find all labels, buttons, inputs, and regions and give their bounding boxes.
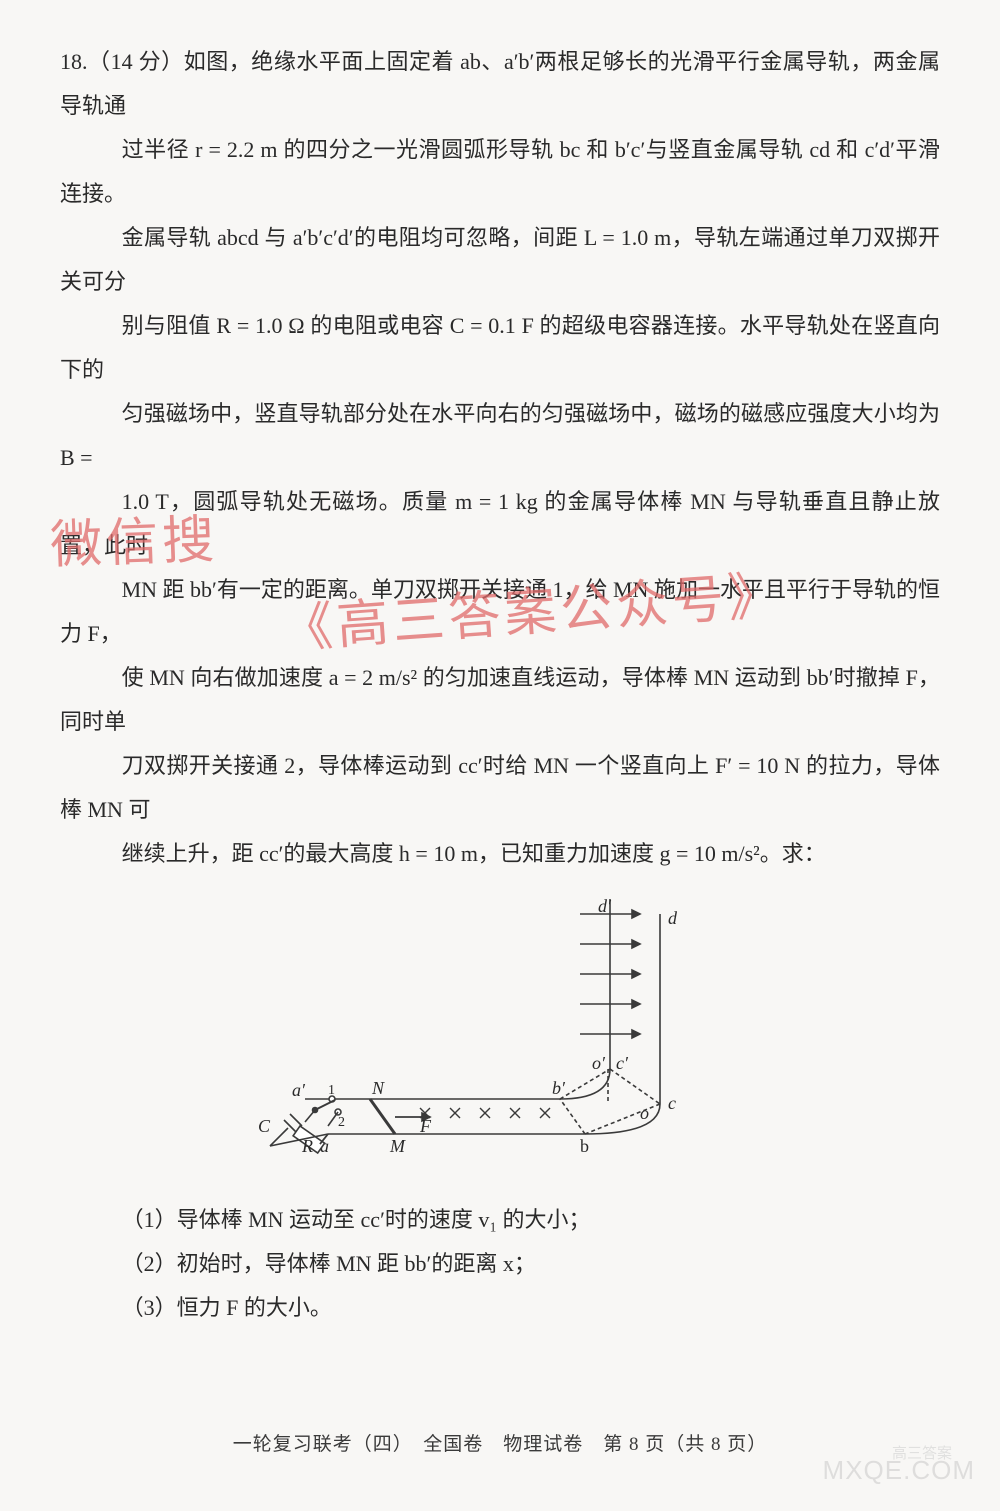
switch-blade — [315, 1100, 335, 1110]
label-n: N — [371, 1078, 385, 1098]
label-f: F — [419, 1116, 432, 1136]
vertical-field-crosses — [420, 1108, 550, 1118]
capacitor-plate-1 — [290, 1114, 302, 1126]
label-o-prime: o′ — [592, 1053, 606, 1073]
problem-line-3: 金属导轨 abcd 与 a′b′c′d′的电阻均可忽略，间距 L = 1.0 m… — [60, 216, 940, 304]
label-d: d — [668, 908, 678, 928]
page-footer: 一轮复习联考（四） 全国卷 物理试卷 第 8 页（共 8 页） — [60, 1429, 940, 1456]
label-m: M — [389, 1136, 406, 1156]
problem-line-1: 18.（14 分）如图，绝缘水平面上固定着 ab、a′b′两根足够长的光滑平行金… — [60, 40, 940, 128]
diagram-container: d′ d a′ a b′ b N — [60, 894, 940, 1184]
corner-mark: MXQE.COM — [823, 1455, 975, 1486]
problem-line-6: 1.0 T，圆弧导轨处无磁场。质量 m = 1 kg 的金属导体棒 MN 与导轨… — [60, 480, 940, 568]
problem-line-4: 别与阻值 R = 1.0 Ω 的电阻或电容 C = 0.1 F 的超级电容器连接… — [60, 304, 940, 392]
problem-line-5: 匀强磁场中，竖直导轨部分处在水平向右的匀强磁场中，磁场的磁感应强度大小均为 B … — [60, 392, 940, 480]
question-1: （1）导体棒 MN 运动至 cc′时的速度 v₁ 的大小； — [60, 1198, 940, 1242]
problem-line-8: 使 MN 向右做加速度 a = 2 m/s² 的匀加速直线运动，导体棒 MN 运… — [60, 656, 940, 744]
label-b: b — [580, 1136, 589, 1156]
label-switch-1: 1 — [328, 1083, 335, 1098]
problem-line-2: 过半径 r = 2.2 m 的四分之一光滑圆弧形导轨 bc 和 b′c′与竖直金… — [60, 128, 940, 216]
problem-l1: 如图，绝缘水平面上固定着 ab、a′b′两根足够长的光滑平行金属导轨，两金属导轨… — [60, 49, 940, 118]
label-c-prime: c′ — [616, 1053, 629, 1073]
problem-line-7: MN 距 bb′有一定的距离。单刀双掷开关接通 1，给 MN 施加一水平且平行于… — [60, 568, 940, 656]
question-2: （2）初始时，导体棒 MN 距 bb′的距离 x； — [60, 1242, 940, 1286]
questions-block: （1）导体棒 MN 运动至 cc′时的速度 v₁ 的大小； （2）初始时，导体棒… — [60, 1198, 940, 1330]
rod-mn — [370, 1099, 395, 1134]
question-3: （3）恒力 F 的大小。 — [60, 1286, 940, 1330]
label-b-prime: b′ — [552, 1078, 566, 1098]
label-a-prime: a′ — [292, 1080, 306, 1100]
problem-line-10: 继续上升，距 cc′的最大高度 h = 10 m，已知重力加速度 g = 10 … — [60, 832, 940, 876]
label-o: o — [640, 1103, 649, 1123]
problem-block: 18.（14 分）如图，绝缘水平面上固定着 ab、a′b′两根足够长的光滑平行金… — [60, 40, 940, 876]
label-switch-2: 2 — [338, 1115, 345, 1130]
problem-line-9: 刀双掷开关接通 2，导体棒运动到 cc′时给 MN 一个竖直向上 F′ = 10… — [60, 744, 940, 832]
problem-points: （14 分） — [88, 49, 184, 74]
physics-diagram: d′ d a′ a b′ b N — [220, 894, 780, 1184]
label-c-cap: C — [258, 1116, 271, 1136]
label-c: c — [668, 1093, 676, 1113]
problem-number: 18. — [60, 49, 88, 74]
label-d-prime: d′ — [598, 896, 612, 916]
